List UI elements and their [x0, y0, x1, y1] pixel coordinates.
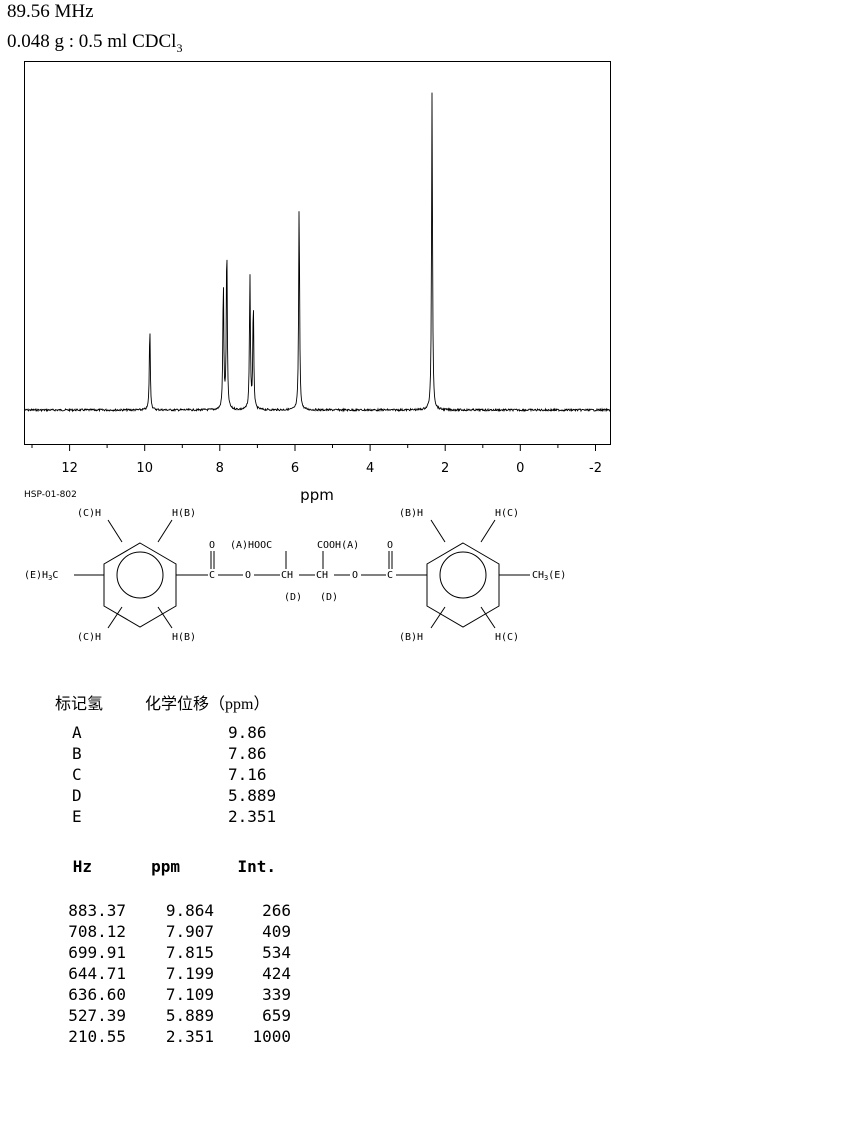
label-b-h-bottom-right: (B)H: [399, 632, 423, 643]
assignment-header: 标记氢 化学位移（ppm）: [55, 690, 269, 714]
spectrum-trace: [24, 92, 611, 413]
label-carbonyl-c-left: C: [209, 570, 215, 581]
assignment-col-label: 标记氢: [55, 696, 104, 713]
assignment-label: A: [72, 723, 82, 742]
peak-ppm: 7.109: [165, 985, 214, 1004]
ch3-left-text: (E)H: [24, 570, 48, 581]
assignment-label: B: [72, 744, 82, 763]
peak-table: 883.37 9.864 266 708.12 7.907 409 699.91 7.815 5…: [60, 900, 291, 1047]
peak-row: 708.12 7.907 409: [60, 921, 291, 942]
assignment-shift: 7.86: [228, 744, 267, 763]
label-ester-o-right: O: [352, 570, 358, 581]
peak-hz: 708.12: [68, 922, 126, 941]
structure-bonds: [74, 519, 530, 629]
label-a-hooc: (A)HOOC: [230, 540, 272, 551]
ch3-right-sub: 3: [544, 574, 548, 582]
peak-int: 534: [262, 943, 291, 962]
label-carbonyl-o-left: O: [209, 540, 215, 551]
label-d-right: (D): [320, 592, 338, 603]
spectrum-id: HSP-01-802: [24, 490, 77, 500]
assignment-label: D: [72, 786, 82, 805]
peak-hz: 644.71: [68, 964, 126, 983]
peak-int: 339: [262, 985, 291, 1004]
x-tick-label: -2: [589, 461, 602, 476]
structure-labels: (C)H H(B) (C)H H(B) (E)H3C O C O (A)HOOC…: [24, 508, 566, 643]
x-axis-label: ppm: [300, 486, 334, 504]
peak-int: 659: [262, 1006, 291, 1025]
nmr-spectrum-chart: 12 10 8 6 4 2 0 -2 ppm: [24, 61, 611, 504]
peak-ppm: 7.199: [165, 964, 214, 983]
assignment-table: A 9.86 B 7.86 C 7.16 D 5.889 E 2.351: [72, 722, 276, 827]
peak-col-int: Int.: [237, 857, 276, 876]
peak-int: 409: [262, 922, 291, 941]
left-benzene-ring: [103, 542, 177, 628]
label-c-h-bottom-left: (C)H: [77, 632, 101, 643]
peak-col-ppm: ppm: [151, 857, 180, 876]
label-ch-right: CH: [316, 570, 328, 581]
label-h-c-bottom-right: H(C): [495, 632, 519, 643]
assignment-row: C 7.16: [72, 764, 276, 785]
assignment-shift: 7.16: [228, 765, 267, 784]
x-axis-tick-labels: 12 10 8 6 4 2 0 -2: [61, 461, 602, 476]
assignment-shift: 5.889: [228, 786, 277, 805]
assignment-label: E: [72, 807, 82, 826]
peak-ppm: 5.889: [165, 1006, 214, 1025]
x-tick-label: 2: [441, 461, 449, 476]
peak-hz: 210.55: [68, 1027, 126, 1046]
label-carbonyl-o-right: O: [387, 540, 393, 551]
peak-hz: 883.37: [68, 901, 126, 920]
peak-ppm: 2.351: [165, 1027, 214, 1046]
label-ch3-right: CH3(E): [532, 570, 566, 582]
x-tick-label: 12: [61, 461, 78, 476]
assignment-row: B 7.86: [72, 743, 276, 764]
x-tick-label: 4: [366, 461, 374, 476]
label-cooh-a: COOH(A): [317, 540, 359, 551]
peak-int: 1000: [252, 1027, 291, 1046]
peak-col-hz: Hz: [72, 857, 92, 876]
x-tick-label: 10: [136, 461, 153, 476]
ch3-left-sub: 3: [48, 574, 52, 582]
peak-row: 210.55 2.351 1000: [60, 1026, 291, 1047]
peak-hz: 636.60: [68, 985, 126, 1004]
peak-row: 527.39 5.889 659: [60, 1005, 291, 1026]
assignment-row: A 9.86: [72, 722, 276, 743]
assignment-row: D 5.889: [72, 785, 276, 806]
ch3-left-c: C: [52, 570, 58, 581]
x-tick-label: 6: [291, 461, 299, 476]
assignment-shift: 2.351: [228, 807, 277, 826]
right-benzene-ring: [426, 542, 500, 628]
peak-row: 636.60 7.109 339: [60, 984, 291, 1005]
peak-table-header: Hz ppm Int.: [60, 857, 276, 876]
ch3-right-e: (E): [548, 570, 566, 581]
x-tick-label: 8: [216, 461, 224, 476]
assignment-row: E 2.351: [72, 806, 276, 827]
label-ester-o-left: O: [245, 570, 251, 581]
peak-int: 266: [262, 901, 291, 920]
assignment-label: C: [72, 765, 82, 784]
label-ch3-left: (E)H3C: [24, 570, 58, 582]
sample-concentration: 0.048 g : 0.5 ml CDCl3: [7, 31, 182, 56]
peak-row: 883.37 9.864 266: [60, 900, 291, 921]
assignment-col-shift: 化学位移（ppm）: [145, 696, 270, 713]
peak-hz: 527.39: [68, 1006, 126, 1025]
label-carbonyl-c-right: C: [387, 570, 393, 581]
x-axis-ticks: [31, 444, 596, 451]
peak-ppm: 7.815: [165, 943, 214, 962]
peak-int: 424: [262, 964, 291, 983]
plot-frame: [24, 61, 611, 445]
peak-hz: 699.91: [68, 943, 126, 962]
spectrometer-frequency: 89.56 MHz: [7, 1, 94, 22]
peak-row: 644.71 7.199 424: [60, 963, 291, 984]
label-ch-left: CH: [281, 570, 293, 581]
assignment-shift: 9.86: [228, 723, 267, 742]
label-d-left: (D): [284, 592, 302, 603]
x-tick-label: 0: [516, 461, 524, 476]
sample-text: 0.048 g : 0.5 ml CDCl: [7, 31, 177, 52]
peak-ppm: 9.864: [165, 901, 214, 920]
ch3-right-text: CH: [532, 570, 544, 581]
peak-row: 699.91 7.815 534: [60, 942, 291, 963]
peak-ppm: 7.907: [165, 922, 214, 941]
label-h-b-bottom-left: H(B): [172, 632, 196, 643]
sample-subscript: 3: [176, 40, 183, 55]
